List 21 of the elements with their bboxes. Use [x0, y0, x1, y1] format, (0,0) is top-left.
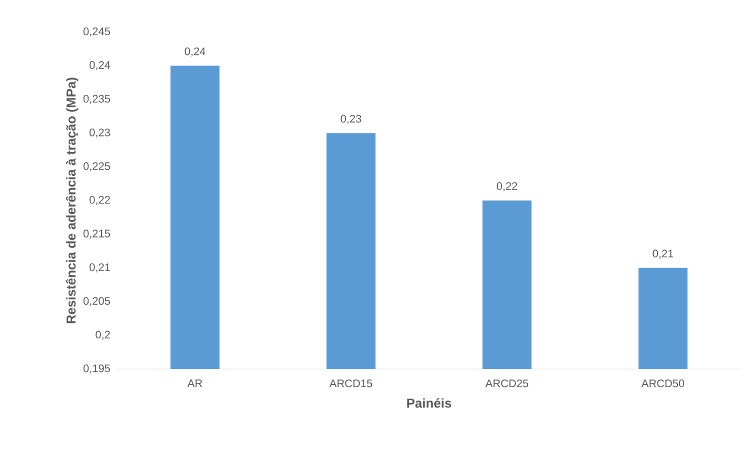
- data-label: 0,22: [496, 182, 518, 192]
- data-label: 0,21: [652, 250, 674, 259]
- y-tick-label: 0,23: [90, 128, 110, 138]
- y-tick-label: 0,235: [83, 94, 110, 104]
- y-tick-label: 0,245: [83, 27, 110, 37]
- data-label: 0,24: [184, 47, 206, 57]
- y-tick-label: 0,22: [90, 196, 110, 206]
- y-tick-label: 0,21: [90, 263, 110, 272]
- data-label: 0,23: [340, 114, 362, 124]
- y-tick-label: 0,215: [83, 230, 110, 239]
- y-tick-label: 0,2: [96, 330, 110, 340]
- x-tick-label: ARCD15: [329, 380, 372, 388]
- x-tick-label: AR: [187, 380, 202, 388]
- y-tick-label: 0,205: [83, 297, 110, 306]
- x-tick-label: ARCD25: [485, 380, 528, 388]
- y-tick-label: 0,24: [90, 61, 110, 70]
- y-axis-title: Resistência de aderência à tração (MPa): [66, 78, 78, 324]
- y-tick-label: 0,225: [83, 162, 110, 172]
- x-axis-title: Painéis: [407, 398, 452, 408]
- y-tick-label: 0,195: [83, 364, 110, 374]
- x-tick-label: ARCD50: [641, 380, 684, 388]
